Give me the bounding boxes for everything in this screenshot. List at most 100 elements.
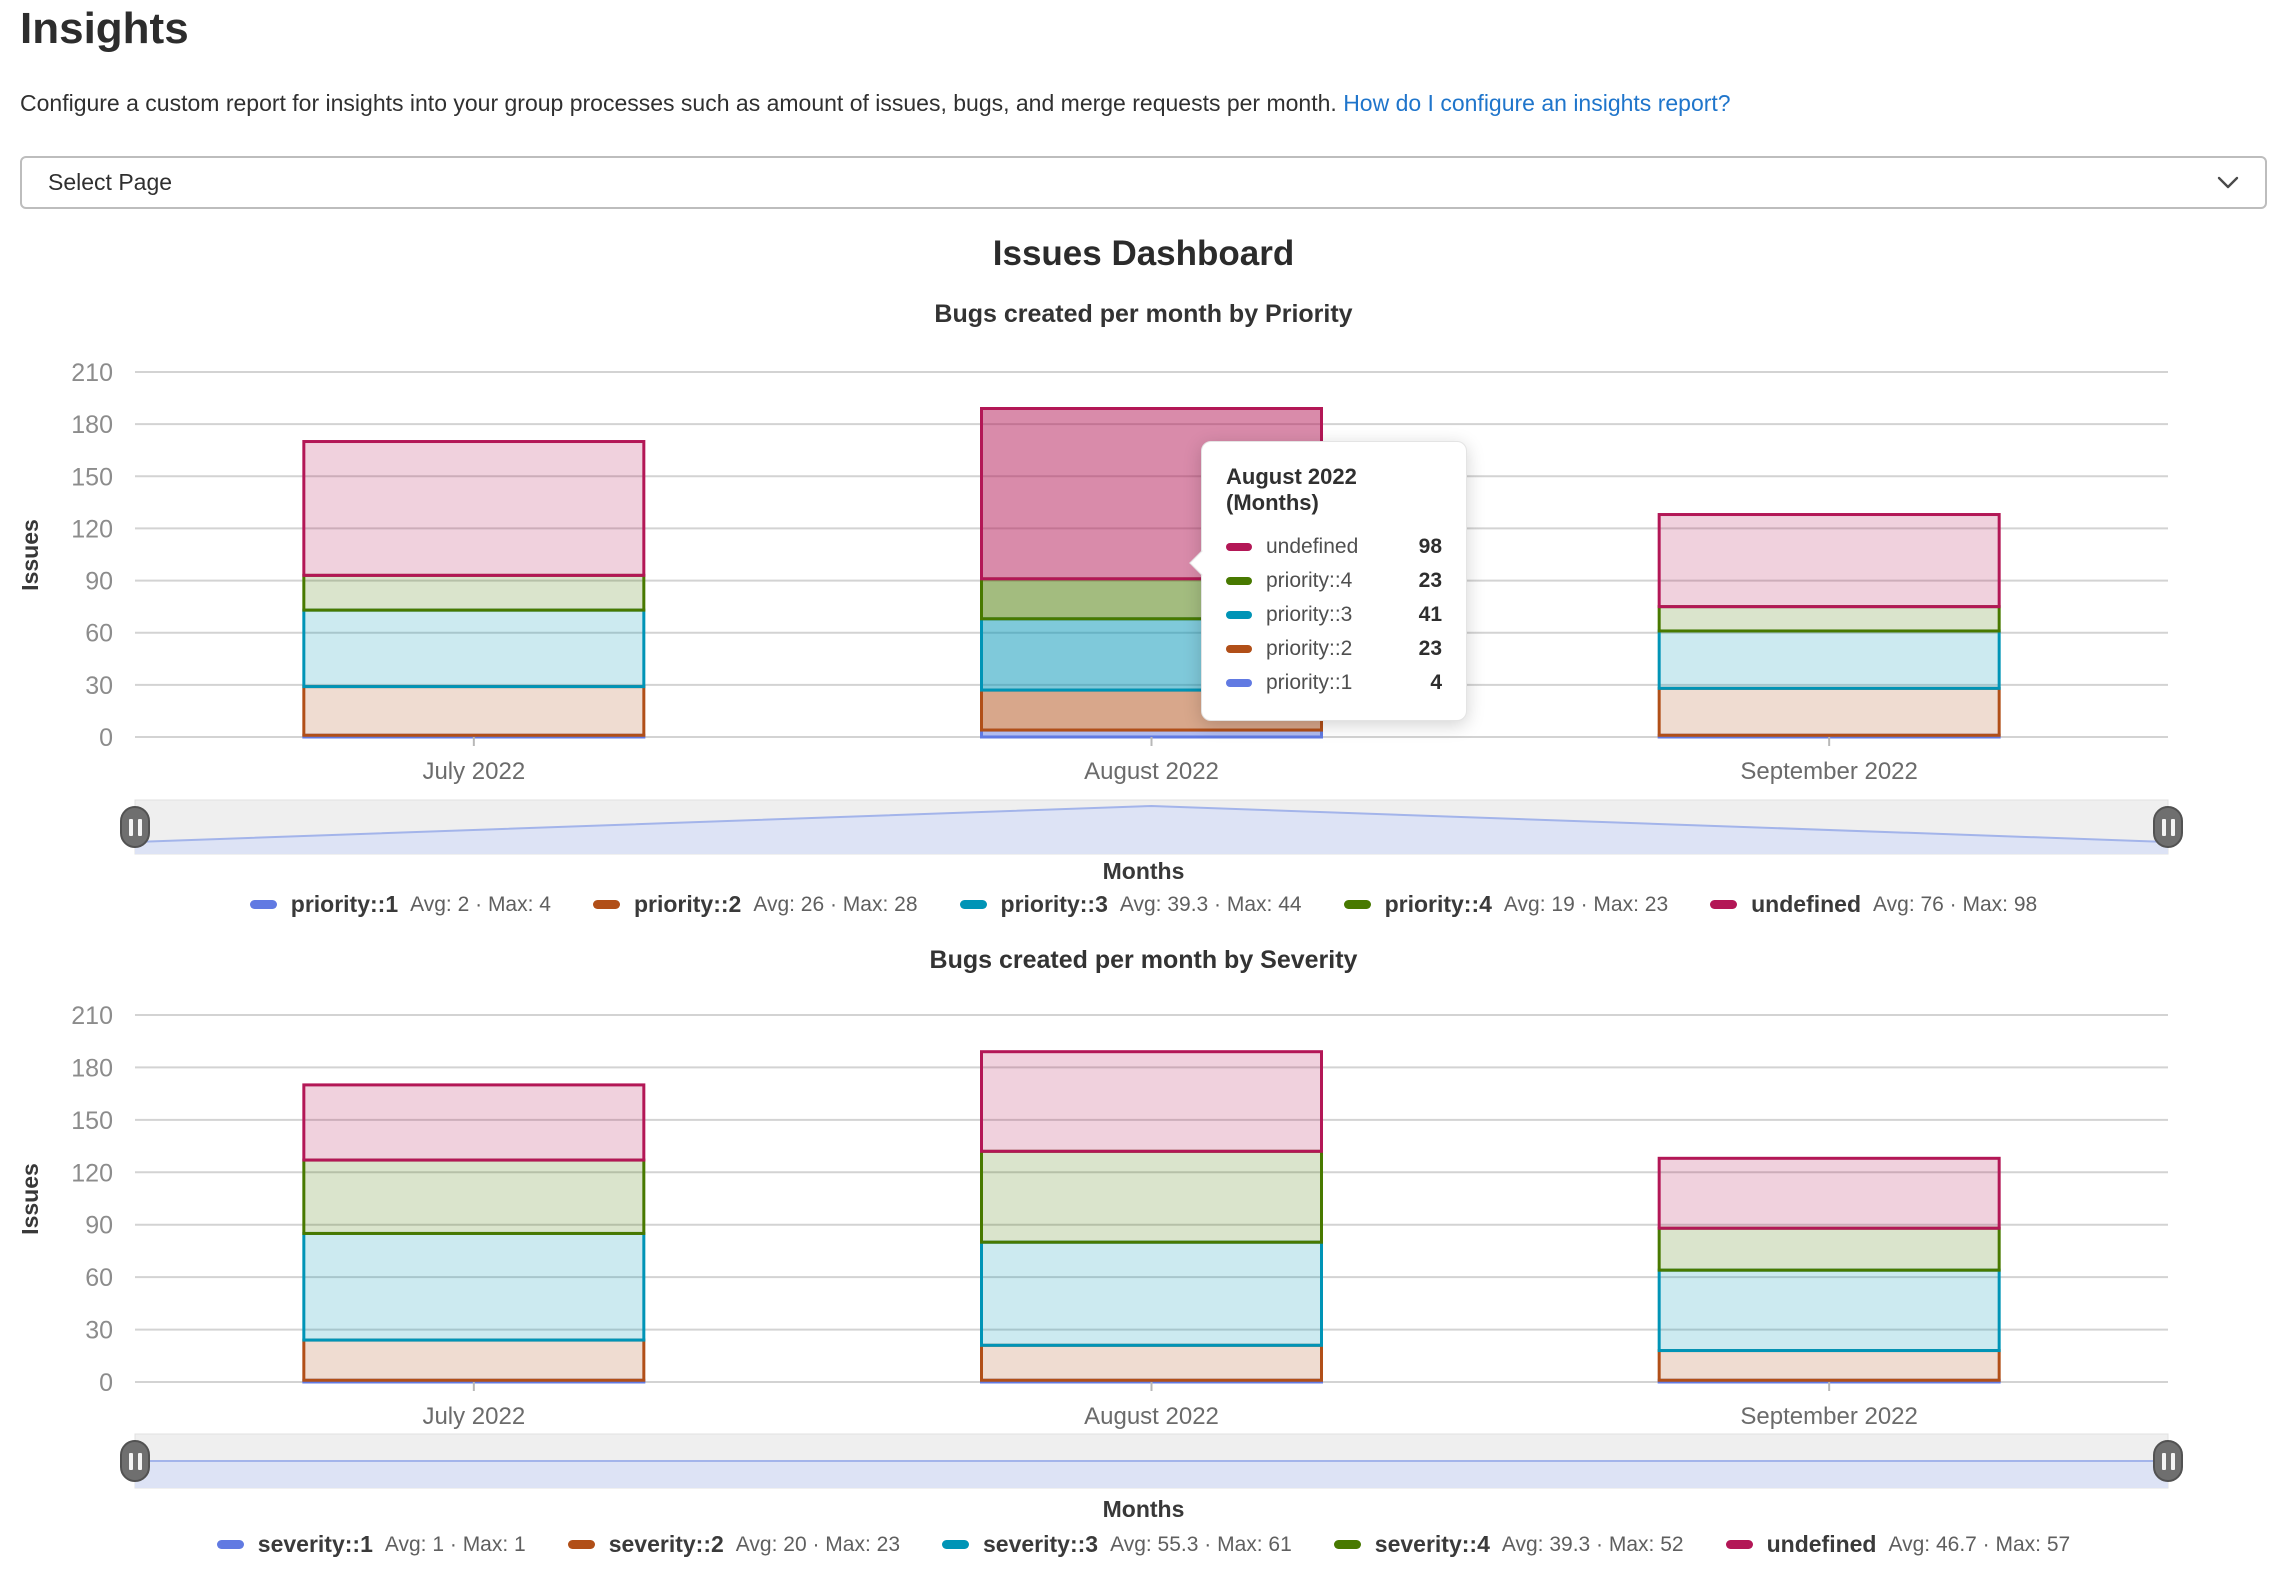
- page-select[interactable]: Select Page: [20, 156, 2267, 209]
- page-title: Insights: [20, 4, 189, 53]
- x-tick-label: September 2022: [1740, 1403, 1917, 1430]
- description-text: Configure a custom report for insights i…: [20, 90, 1337, 116]
- bar-segment[interactable]: [1657, 629, 2001, 690]
- priority-chart-legend: priority::1 Avg: 2 · Max: 4 priority::2 Avg…: [0, 891, 2287, 918]
- x-tick-label: August 2022: [1084, 1403, 1219, 1430]
- y-tick-label: 90: [85, 1212, 113, 1240]
- datazoom-right-handle[interactable]: [2153, 806, 2183, 848]
- tooltip-series-name: priority::4: [1266, 569, 1353, 592]
- bar-segment[interactable]: [1657, 1349, 2001, 1382]
- bar-segment[interactable]: [302, 608, 646, 689]
- bar-segment[interactable]: [980, 1050, 1323, 1153]
- tooltip-series-value: 4: [1430, 671, 1442, 694]
- legend-swatch-icon: [592, 900, 620, 909]
- y-tick-label: 90: [85, 568, 113, 596]
- legend-swatch-icon: [942, 1540, 969, 1549]
- y-tick-label: 120: [71, 1159, 113, 1187]
- legend-swatch-icon: [216, 1540, 244, 1549]
- bar-segment[interactable]: [1657, 686, 2001, 737]
- legend-series-name: severity::4: [1374, 1531, 1490, 1557]
- legend-swatch-icon: [249, 900, 277, 909]
- tooltip-swatch-icon: [1226, 679, 1252, 687]
- datazoom-right-handle[interactable]: [2153, 1440, 2183, 1482]
- tooltip-series-name: priority::2: [1266, 637, 1353, 660]
- legend-series-stats: Avg: 39.3 · Max: 52: [1501, 1532, 1684, 1556]
- legend-item[interactable]: undefined Avg: 46.7 · Max: 57: [1725, 1531, 2070, 1558]
- bar-segment[interactable]: [1657, 605, 2001, 633]
- legend-series-name: severity::3: [983, 1531, 1099, 1557]
- y-tick-label: 150: [71, 1107, 113, 1135]
- bar-segment[interactable]: [980, 1343, 1323, 1382]
- tooltip-swatch-icon: [1226, 645, 1252, 653]
- legend-swatch-icon: [1333, 1540, 1361, 1549]
- datazoom-left-handle[interactable]: [120, 806, 150, 848]
- legend-series-stats: Avg: 20 · Max: 23: [735, 1532, 900, 1556]
- bar-segment[interactable]: [302, 440, 646, 577]
- tooltip-swatch-icon: [1226, 577, 1252, 585]
- bar-segment[interactable]: [302, 685, 646, 737]
- legend-item[interactable]: priority::4 Avg: 19 · Max: 23: [1343, 891, 1668, 918]
- y-tick-label: 210: [71, 1002, 113, 1030]
- severity-chart-title: Bugs created per month by Severity: [929, 946, 1358, 974]
- tooltip-title: August 2022 (Months): [1226, 464, 1357, 515]
- legend-item[interactable]: priority::3 Avg: 39.3 · Max: 44: [959, 891, 1302, 918]
- y-tick-label: 0: [99, 1369, 113, 1397]
- legend-item[interactable]: severity::1 Avg: 1 · Max: 1: [216, 1531, 526, 1558]
- legend-series-stats: Avg: 39.3 · Max: 44: [1119, 892, 1302, 916]
- legend-swatch-icon: [1725, 1540, 1753, 1549]
- tooltip-swatch-icon: [1226, 543, 1252, 551]
- x-tick-label: July 2022: [422, 1403, 525, 1430]
- severity-y-axis-title: Issues: [17, 1163, 43, 1235]
- legend-item[interactable]: priority::1 Avg: 2 · Max: 4: [249, 891, 551, 918]
- legend-swatch-icon: [1710, 900, 1738, 909]
- legend-series-name: priority::2: [633, 891, 742, 917]
- datazoom-shadow: [135, 806, 2168, 854]
- dashboard-title: Issues Dashboard: [992, 234, 1295, 273]
- bar-segment[interactable]: [980, 1149, 1323, 1244]
- legend-series-stats: Avg: 55.3 · Max: 61: [1110, 1532, 1292, 1556]
- bar-segment[interactable]: [302, 1158, 646, 1235]
- x-tick-label: September 2022: [1740, 758, 1917, 785]
- y-tick-label: 60: [85, 620, 113, 648]
- tooltip-series-value: 23: [1418, 569, 1442, 592]
- tooltip-series-name: priority::3: [1266, 603, 1353, 626]
- legend-item[interactable]: priority::2 Avg: 26 · Max: 28: [592, 891, 918, 918]
- legend-item[interactable]: severity::3 Avg: 55.3 · Max: 61: [942, 1531, 1292, 1558]
- legend-series-name: undefined: [1751, 891, 1862, 917]
- bar-segment[interactable]: [980, 1240, 1323, 1347]
- bar-segment[interactable]: [302, 1231, 646, 1342]
- help-link[interactable]: How do I configure an insights report?: [1343, 90, 1731, 116]
- x-tick-label: July 2022: [422, 758, 525, 785]
- legend-series-name: severity::2: [608, 1531, 724, 1557]
- bar-segment[interactable]: [1657, 513, 2001, 609]
- page-description: Configure a custom report for insights i…: [20, 90, 1731, 117]
- datazoom-shadow: [135, 1461, 2168, 1488]
- priority-chart-title: Bugs created per month by Priority: [934, 300, 1353, 328]
- legend-item[interactable]: severity::4 Avg: 39.3 · Max: 52: [1333, 1531, 1684, 1558]
- tooltip-row: undefined 98: [1226, 530, 1442, 564]
- legend-item[interactable]: severity::2 Avg: 20 · Max: 23: [567, 1531, 900, 1558]
- priority-y-axis-title: Issues: [17, 519, 43, 591]
- bar-segment[interactable]: [302, 1338, 646, 1382]
- legend-series-stats: Avg: 2 · Max: 4: [410, 892, 551, 916]
- bar-segment[interactable]: [1657, 1156, 2001, 1230]
- datazoom-left-handle[interactable]: [120, 1440, 150, 1482]
- legend-series-name: severity::1: [257, 1531, 373, 1557]
- bar-segment[interactable]: [302, 573, 646, 612]
- legend-series-name: priority::3: [1000, 891, 1108, 917]
- y-tick-label: 0: [99, 724, 113, 752]
- tooltip-series-name: priority::1: [1266, 671, 1353, 694]
- y-tick-label: 180: [71, 411, 113, 439]
- page-select-value: Select Page: [48, 169, 173, 195]
- legend-item[interactable]: undefined Avg: 76 · Max: 98: [1710, 891, 2037, 918]
- bar-segment[interactable]: [302, 1083, 646, 1162]
- datazoom-shadow-line: [134, 804, 2169, 843]
- legend-swatch-icon: [1343, 900, 1371, 909]
- bar-segment[interactable]: [1657, 1268, 2001, 1353]
- tooltip-swatch-icon: [1226, 611, 1252, 619]
- y-tick-label: 30: [85, 672, 113, 700]
- tooltip-series-value: 41: [1418, 603, 1442, 626]
- bar-segment[interactable]: [1657, 1226, 2001, 1272]
- legend-series-stats: Avg: 76 · Max: 98: [1873, 892, 2038, 916]
